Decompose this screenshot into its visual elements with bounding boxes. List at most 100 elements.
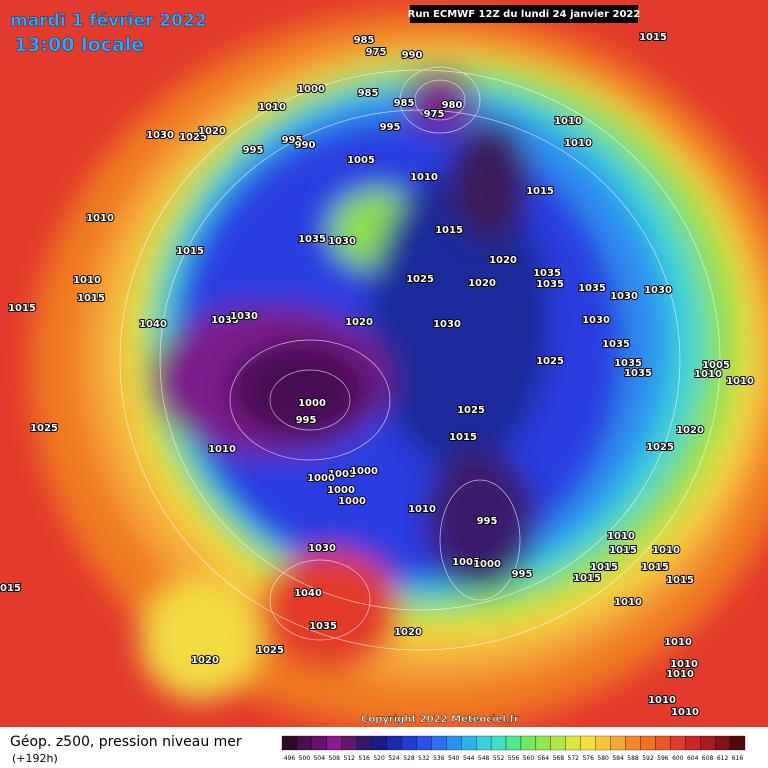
colorbar-tick-label: 504 bbox=[314, 755, 326, 762]
isobar-label: 1015 bbox=[449, 432, 477, 443]
isobar-label: 985 bbox=[354, 35, 375, 46]
isobar-label: 1030 bbox=[328, 236, 356, 247]
isobar-label: 1000 bbox=[307, 473, 335, 484]
isobar-label: 1020 bbox=[676, 425, 704, 436]
colorbar-tick-label: 536 bbox=[433, 755, 445, 762]
isobar-label: 995 bbox=[477, 516, 498, 527]
colorbar-tick-label: 496 bbox=[284, 755, 296, 762]
isobar-label: 1005 bbox=[347, 155, 375, 166]
isobar-label: 1015 bbox=[526, 186, 554, 197]
isobar-label: 985 bbox=[358, 88, 379, 99]
isobar-label: 1010 bbox=[208, 444, 236, 455]
isobar-label: 1015 bbox=[8, 303, 36, 314]
colorbar-tick-label: 564 bbox=[538, 755, 550, 762]
isobar-label: 1015 bbox=[77, 293, 105, 304]
isobar-label: 1015 bbox=[573, 573, 601, 584]
isobar-label: 1010 bbox=[671, 707, 699, 718]
colorbar-tick-label: 580 bbox=[597, 755, 609, 762]
colorbar-swatch bbox=[565, 735, 581, 751]
colorbar-swatch bbox=[714, 735, 731, 751]
isobar-label: 1015 bbox=[666, 575, 694, 586]
isobar-label: 1040 bbox=[294, 588, 322, 599]
colorbar-swatch bbox=[341, 735, 357, 751]
isobar-label: 1030 bbox=[610, 291, 638, 302]
isobar-label: 1000 bbox=[327, 485, 355, 496]
isobar-label: 1015 bbox=[590, 562, 618, 573]
colorbar-tick-label: 508 bbox=[329, 755, 341, 762]
isobar-label: 1000 bbox=[298, 398, 326, 409]
colorbar-tick-label: 612 bbox=[717, 755, 729, 762]
isobar-label: 1025 bbox=[406, 274, 434, 285]
colorbar-tick-label: 540 bbox=[448, 755, 460, 762]
colorbar-swatch bbox=[550, 735, 566, 751]
time: 13:00 locale bbox=[14, 34, 144, 56]
colorbar-tick-label: 544 bbox=[463, 755, 475, 762]
geopotential-field bbox=[0, 0, 768, 727]
colorbar-tick-label: 596 bbox=[657, 755, 669, 762]
colorbar-swatch bbox=[476, 735, 492, 751]
legend-title: Géop. z500, pression niveau mer bbox=[10, 734, 242, 750]
isobar-label: 1010 bbox=[408, 504, 436, 515]
copyright: Copyright 2022 Meteociel.fr bbox=[361, 714, 519, 725]
colorbar-swatch bbox=[595, 735, 611, 751]
colorbar-swatch bbox=[580, 735, 596, 751]
isobar-label: 985 bbox=[394, 98, 415, 109]
isobar-label: 990 bbox=[402, 50, 423, 61]
colorbar-swatch bbox=[431, 735, 447, 751]
colorbar-tick-label: 532 bbox=[418, 755, 430, 762]
colorbar-swatch bbox=[610, 735, 626, 751]
isobar-label: 1015 bbox=[435, 225, 463, 236]
colorbar-tick-label: 516 bbox=[358, 755, 370, 762]
isobar-label: 1010 bbox=[664, 637, 692, 648]
isobar-label: 1010 bbox=[73, 275, 101, 286]
isobar-label: 1030 bbox=[230, 311, 258, 322]
colorbar-tick-label: 548 bbox=[478, 755, 490, 762]
colorbar-swatch bbox=[685, 735, 701, 751]
colorbar-tick-label: 592 bbox=[642, 755, 654, 762]
colorbar-swatch bbox=[416, 735, 432, 751]
isobar-label: 1010 bbox=[258, 102, 286, 113]
isobar-label: 1035 bbox=[602, 339, 630, 350]
isobar-label: 1010 bbox=[614, 597, 642, 608]
colorbar-swatch bbox=[490, 735, 507, 751]
isobar-label: 1035 bbox=[614, 358, 642, 369]
isobar-label: 1010 bbox=[86, 213, 114, 224]
isobar-label: 975 bbox=[424, 109, 445, 120]
colorbar-tick-label: 584 bbox=[612, 755, 624, 762]
isobar-label: 1025 bbox=[646, 442, 674, 453]
colorbar-tick-label: 524 bbox=[388, 755, 400, 762]
isobar-label: 1035 bbox=[624, 368, 652, 379]
isobar-label: 1030 bbox=[433, 319, 461, 330]
isobar-label: 1010 bbox=[607, 531, 635, 542]
colorbar-swatch bbox=[535, 735, 551, 751]
run-box bbox=[410, 5, 638, 23]
colorbar-swatch bbox=[655, 735, 671, 751]
isobar-label: 1010 bbox=[554, 116, 582, 127]
isobar-label: 1010 bbox=[410, 172, 438, 183]
colorbar-swatch bbox=[296, 735, 313, 751]
isobar-label: 1010 bbox=[726, 376, 754, 387]
isobar-label: 1000 bbox=[473, 559, 501, 570]
isobar-label: 995 bbox=[512, 569, 533, 580]
isobar-label: 1025 bbox=[536, 356, 564, 367]
isobar-label: 1010 bbox=[648, 695, 676, 706]
colorbar-swatch bbox=[670, 735, 686, 751]
isobar-label: 1015 bbox=[639, 32, 667, 43]
isobar-label: 1030 bbox=[644, 285, 672, 296]
colorbar-swatch bbox=[625, 735, 641, 751]
isobar-label: 1010 bbox=[694, 369, 722, 380]
colorbar: 496 500 504 508 512 516 520 524 528 532 536 540 544 5… bbox=[281, 735, 746, 762]
isobar-label: 1010 bbox=[666, 669, 694, 680]
colorbar-swatch bbox=[700, 735, 716, 751]
colorbar-swatch bbox=[520, 735, 537, 751]
isobar-label: 995 bbox=[380, 122, 401, 133]
isobar-label: 1020 bbox=[468, 278, 496, 289]
isobar-label: 995 bbox=[243, 145, 264, 156]
colorbar-tick-label: 568 bbox=[553, 755, 565, 762]
colorbar-swatch bbox=[386, 735, 402, 751]
isobar-label: 1015 bbox=[609, 545, 637, 556]
isobar-label: 1000 bbox=[350, 466, 378, 477]
isobar-label: 1030 bbox=[308, 543, 336, 554]
isobar-label: 995 bbox=[296, 415, 317, 426]
isobar-label: 1015 bbox=[176, 246, 204, 257]
